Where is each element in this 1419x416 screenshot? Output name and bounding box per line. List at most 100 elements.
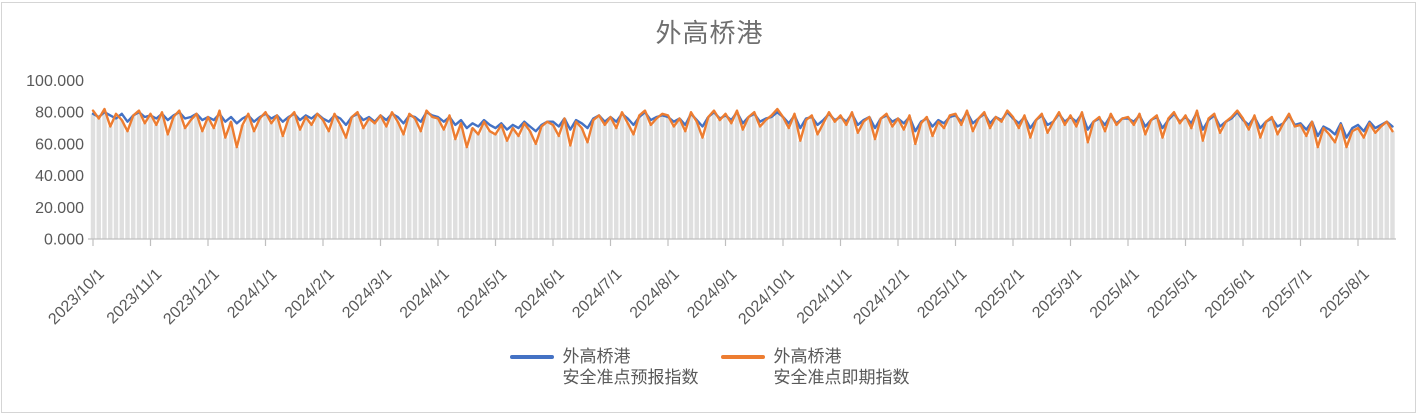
- background-bar: [688, 113, 694, 239]
- background-bar: [447, 116, 452, 239]
- background-bar: [930, 135, 935, 239]
- background-bar: [1281, 123, 1286, 239]
- background-bar: [1045, 132, 1050, 239]
- background-bar: [401, 134, 406, 239]
- background-bar: [395, 121, 400, 239]
- background-bar: [205, 116, 211, 239]
- background-bar: [1223, 121, 1228, 239]
- background-bar: [936, 121, 941, 239]
- background-bar: [332, 115, 337, 239]
- background-bar: [372, 123, 377, 239]
- series-line-spot[interactable]: [91, 107, 1394, 149]
- x-tick-label: 2023/12/1: [160, 266, 222, 328]
- background-bar: [1235, 112, 1240, 239]
- background-bar: [545, 121, 550, 239]
- x-tick-label: 2024/10/1: [735, 266, 797, 328]
- background-bar: [775, 112, 780, 239]
- background-bar: [1039, 115, 1044, 239]
- background-bar: [861, 121, 866, 239]
- background-bar: [102, 112, 107, 239]
- background-bar: [1355, 128, 1361, 239]
- background-bar: [378, 115, 383, 239]
- background-bar: [786, 128, 791, 239]
- background-bar: [1137, 115, 1142, 239]
- x-tick-label: 2025/4/1: [1087, 266, 1143, 322]
- background-bar: [1338, 124, 1343, 239]
- background-bar: [228, 121, 234, 239]
- background-bar: [872, 139, 878, 239]
- background-bar: [821, 123, 826, 239]
- background-bar: [671, 126, 676, 239]
- background-bar: [849, 113, 855, 239]
- background-bar: [757, 126, 763, 239]
- background-bar: [1154, 116, 1159, 239]
- background-bar: [453, 139, 458, 239]
- background-bar: [430, 116, 435, 239]
- background-bar: [1033, 120, 1039, 240]
- background-bar: [1194, 112, 1200, 239]
- background-bar: [1097, 118, 1102, 239]
- background-bar: [1378, 126, 1384, 239]
- background-bar: [1275, 134, 1280, 239]
- background-bar: [292, 113, 297, 239]
- background-bar: [349, 116, 354, 239]
- background-bar: [246, 115, 251, 239]
- background-bar: [516, 135, 521, 239]
- background-bar: [234, 147, 239, 239]
- background-bar: [177, 112, 182, 239]
- x-tick-label: 2024/4/1: [397, 266, 453, 322]
- background-bar: [660, 115, 665, 239]
- x-tick-label: 2025/3/1: [1029, 266, 1085, 322]
- x-tick-label: 2024/11/1: [794, 266, 856, 328]
- x-tick-label: 2024/9/1: [684, 266, 740, 322]
- x-tick-label: 2025/1/1: [914, 266, 970, 322]
- x-tick-label: 2024/6/1: [512, 266, 568, 322]
- background-bar: [654, 118, 659, 239]
- background-bar: [792, 115, 797, 239]
- background-bar: [723, 115, 728, 239]
- x-tick-label: 2024/5/1: [454, 266, 510, 322]
- background-bar: [1005, 112, 1010, 239]
- x-tick-label: 2024/12/1: [850, 266, 912, 328]
- background-bar: [211, 128, 216, 239]
- chart-title: 外高桥港: [655, 18, 764, 48]
- background-bar: [384, 126, 389, 239]
- background-bar: [338, 124, 343, 239]
- background-bar: [924, 118, 929, 239]
- background-bar: [217, 113, 222, 239]
- background-bar: [125, 131, 130, 239]
- background-bar: [711, 112, 717, 239]
- background-bar: [343, 137, 349, 239]
- forecast-series-swatch: [509, 355, 554, 359]
- background-bar: [441, 129, 446, 239]
- background-bar: [389, 113, 395, 239]
- background-bar: [562, 118, 567, 239]
- background-bar: [1131, 124, 1136, 239]
- legend-item-spot[interactable]: 外高桥港 安全准点即期指数: [720, 346, 910, 388]
- background-bar: [619, 113, 625, 239]
- background-bar: [677, 118, 682, 239]
- background-bar: [1125, 118, 1131, 239]
- x-tick-label: 2024/7/1: [569, 266, 625, 322]
- legend-item-forecast[interactable]: 外高桥港 安全准点预报指数: [509, 346, 699, 388]
- background-bar: [1143, 134, 1148, 239]
- y-tick-label: 40.000: [35, 168, 84, 185]
- background-bar: [1246, 129, 1251, 239]
- background-bar: [326, 131, 331, 239]
- background-bar: [602, 124, 607, 239]
- y-tick-label: 0.000: [44, 232, 84, 249]
- background-bar: [1102, 131, 1108, 239]
- background-bar: [1304, 135, 1309, 239]
- forecast-series-label-line2: 安全准点预报指数: [562, 368, 699, 387]
- background-bar: [274, 115, 280, 239]
- background-bar: [895, 118, 901, 239]
- background-bar: [729, 123, 734, 239]
- background-bar: [303, 116, 308, 239]
- background-bar: [1350, 131, 1355, 239]
- background-bar: [165, 134, 170, 239]
- background-bar: [1062, 124, 1067, 239]
- background-bar: [913, 143, 918, 239]
- forecast-series-label-line1: 外高桥港: [562, 347, 631, 366]
- background-bar: [763, 120, 768, 240]
